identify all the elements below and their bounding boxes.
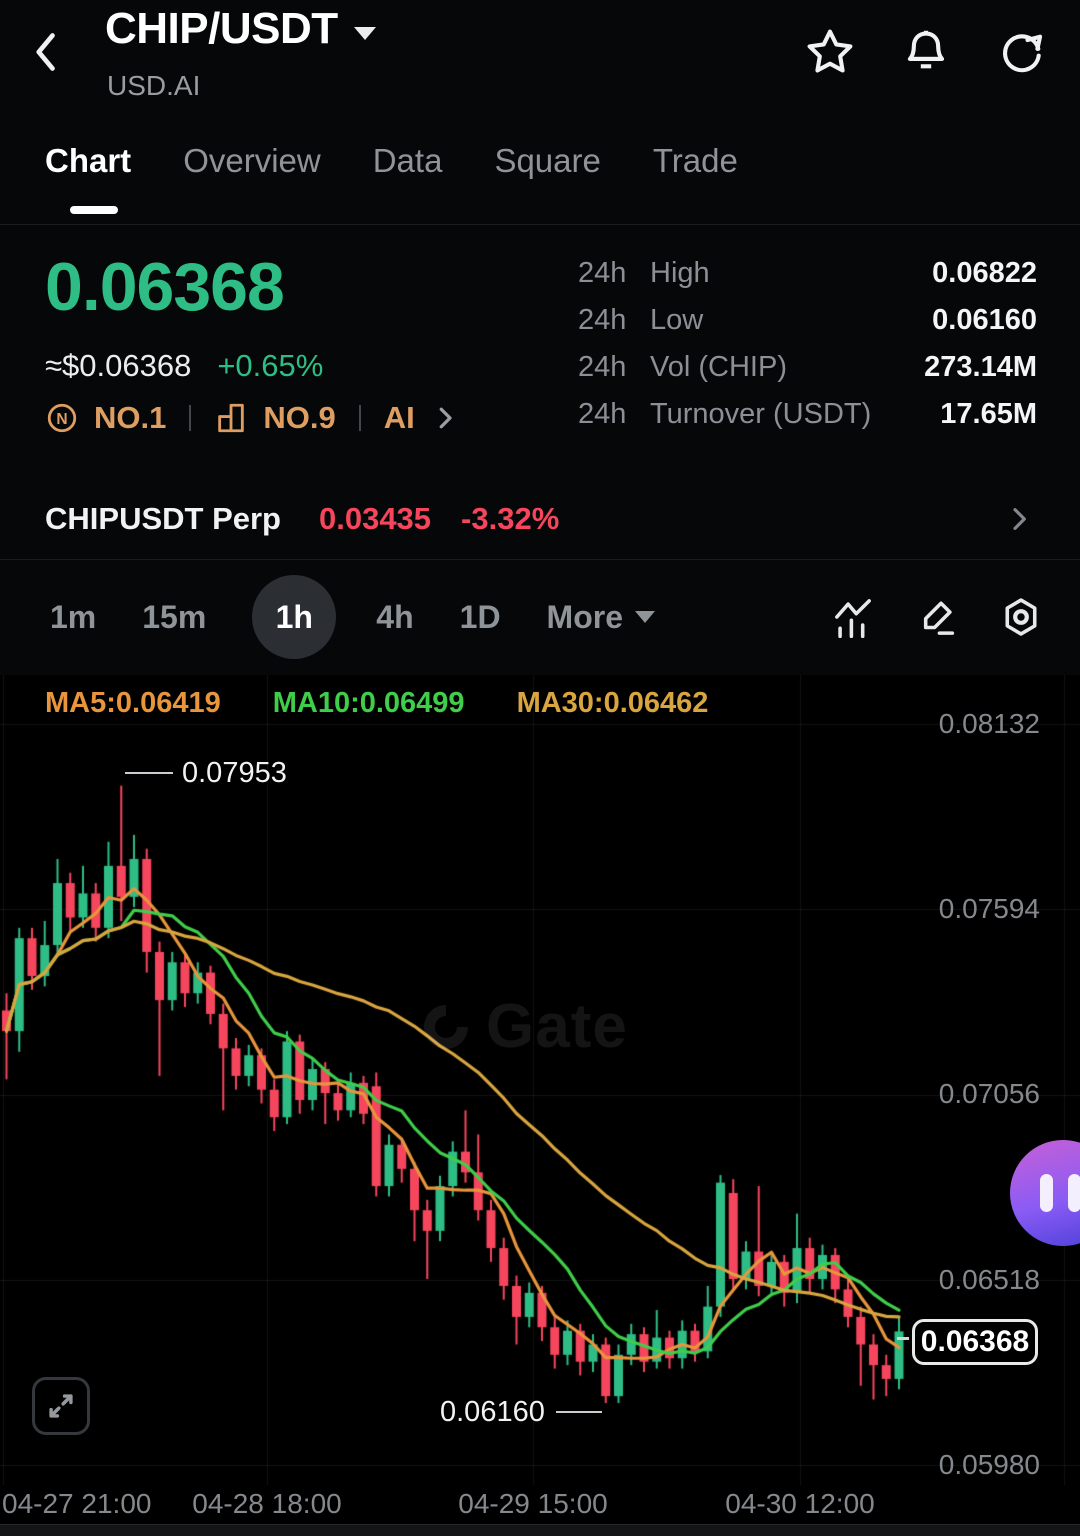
gate-watermark: Gate [418,991,628,1062]
chart-settings-icon[interactable] [1000,596,1042,638]
price-chart: MA5:0.06419 MA10:0.06499 MA30:0.06462 0.… [0,675,1080,1536]
timeframe-more-dropdown[interactable]: More [547,599,655,636]
y-axis-tick: 0.05980 [938,1449,1040,1480]
fullscreen-expand-button[interactable] [32,1377,90,1435]
stat-label: Turnover (USDT) [650,398,872,430]
x-axis-tick: 04-27 21:00 [2,1488,152,1519]
divider [358,405,361,431]
stat-label: Vol (CHIP) [650,351,787,383]
perp-name: CHIPUSDT Perp [45,501,281,536]
chevron-down-icon [353,26,376,40]
expand-icon [49,1394,73,1418]
chevron-right-icon [1013,508,1026,530]
ma10-label: MA10:0.06499 [272,687,465,719]
stat-period: 24h [578,351,627,383]
stat-period: 24h [578,398,627,430]
stat-label: High [650,257,710,289]
change-24h: +0.65% [217,348,324,383]
chevron-right-icon [439,407,452,429]
x-axis: 04-27 21:00 04-28 18:00 04-29 15:00 04-3… [0,1488,1080,1524]
stat-label: Low [650,304,704,336]
new-listing-icon: N [47,403,77,433]
tab-data[interactable]: Data [372,142,443,179]
back-button[interactable] [30,24,80,80]
tab-trade[interactable]: Trade [652,142,738,179]
stat-period: 24h [578,304,627,336]
high-marker-label: 0.07953 [182,757,287,789]
low-marker-line [556,1411,602,1413]
rank-badge-2: NO.9 [263,400,336,435]
pause-bar-icon [1040,1174,1053,1212]
watermark-label: Gate [486,992,628,1061]
x-axis-tick: 04-30 12:00 [725,1488,875,1519]
timeframe-1h-active[interactable]: 1h [252,575,337,659]
ma5-label: MA5:0.06419 [45,687,221,719]
last-price-tag: 0.06368 [912,1319,1038,1365]
stat-value: 0.06822 [932,257,1037,289]
stat-value: 17.65M [940,398,1037,430]
stat-volume: 24h Vol (CHIP) 273.14M [578,352,1037,383]
candlestick-canvas[interactable] [0,675,1080,1485]
timeframe-15m[interactable]: 15m [142,598,207,635]
perp-link-row[interactable]: CHIPUSDT Perp 0.03435 -3.32% [45,492,1035,546]
divider [0,559,1080,560]
y-axis-tick: 0.08132 [938,708,1040,739]
stat-low: 24h Low 0.06160 [578,305,1037,336]
stats-panel: 24h High 0.06822 24h Low 0.06160 24h Vol… [578,258,1037,446]
chevron-down-icon [635,611,655,623]
page-title: CHIP/USDT [105,4,338,53]
indicator-icon[interactable] [832,596,874,638]
pair-subtitle: USD.AI [107,70,201,101]
stat-value: 0.06160 [932,304,1037,336]
x-axis-tick: 04-28 18:00 [192,1488,342,1519]
draw-pencil-icon[interactable] [916,596,958,638]
divider [0,224,1080,225]
tab-overview[interactable]: Overview [183,142,321,179]
rank-badge-1: NO.1 [94,400,167,435]
stat-turnover: 24h Turnover (USDT) 17.65M [578,399,1037,430]
x-axis-tick: 04-29 15:00 [458,1488,608,1519]
refresh-icon[interactable] [994,24,1050,80]
perp-change: -3.32% [461,501,560,536]
timeframe-4h[interactable]: 4h [376,598,414,635]
high-marker-line [125,772,173,774]
y-axis-tick: 0.07594 [938,893,1040,924]
last-price: 0.06368 [45,249,285,325]
timeframe-1d[interactable]: 1D [459,598,501,635]
y-axis-tick: 0.07056 [938,1078,1040,1109]
ma30-label: MA30:0.06462 [516,687,709,719]
svg-text:N: N [56,411,67,428]
pair-selector[interactable]: CHIP/USDT [105,4,376,54]
tab-square[interactable]: Square [494,142,601,179]
ai-badge: AI [383,400,415,435]
low-marker-label: 0.06160 [440,1396,545,1428]
stat-high: 24h High 0.06822 [578,258,1037,289]
y-axis-tick: 0.06518 [938,1264,1040,1295]
rank-badges[interactable]: N NO.1 NO.9 AI [45,400,460,436]
stat-period: 24h [578,257,627,289]
stat-value: 273.14M [924,351,1037,383]
last-price-tick [897,1337,909,1340]
alert-bell-icon[interactable] [898,24,954,80]
fiat-price: ≈$0.06368 [45,348,192,383]
top-tab-bar: Chart Overview Data Square Trade [45,142,738,190]
gate-logo-icon [424,1004,468,1049]
timeframe-toolbar: 1m 15m 1h 4h 1D More [0,560,1080,674]
favorite-star-icon[interactable] [802,24,858,80]
bottom-sheet-edge [0,1524,1080,1536]
rank-chart-icon [218,403,245,433]
timeframe-1m[interactable]: 1m [50,598,97,635]
divider [189,405,192,431]
perp-price: 0.03435 [318,501,432,536]
tab-chart[interactable]: Chart [45,142,132,179]
more-label: More [546,598,623,635]
pause-bar-icon [1068,1174,1080,1212]
active-tab-indicator [70,206,118,214]
ma-legend: MA5:0.06419 MA10:0.06499 MA30:0.06462 [45,687,708,720]
